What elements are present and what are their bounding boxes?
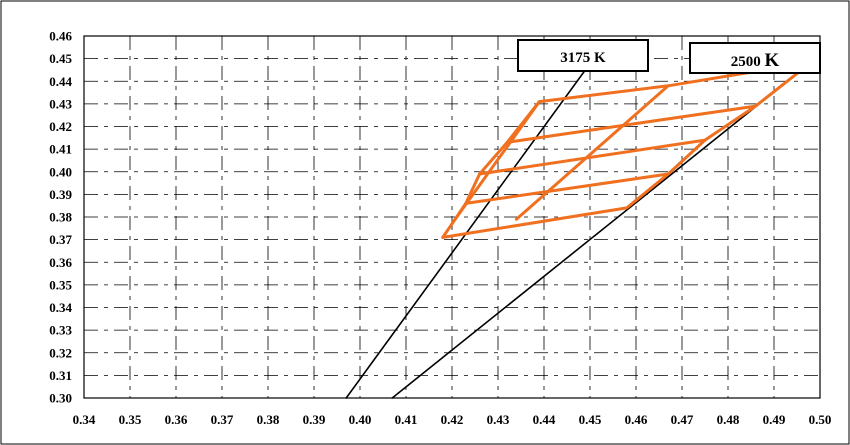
x-tick-label: 0.40	[349, 412, 372, 427]
x-tick-label: 0.34	[73, 412, 96, 427]
label-3175k-box	[517, 39, 649, 72]
y-tick-label: 0.43	[49, 96, 72, 111]
y-tick-label: 0.35	[49, 277, 72, 292]
y-tick-label: 0.46	[49, 29, 72, 44]
label-2500k-unit: K	[764, 50, 779, 71]
label-2500k-box	[689, 42, 821, 74]
x-tick-label: 0.42	[441, 412, 464, 427]
x-tick-label: 0.43	[487, 412, 510, 427]
x-tick-label: 0.46	[625, 412, 648, 427]
y-tick-label: 0.30	[49, 391, 72, 406]
label-2500k-number: 2500	[731, 54, 761, 70]
x-axis-ticks: 0.34 0.35 0.36 0.37 0.38 0.39 0.40 0.41 0.42 0.43…	[73, 412, 832, 427]
plot-area-border	[83, 35, 821, 399]
x-tick-label: 0.48	[717, 412, 740, 427]
x-tick-label: 0.38	[257, 412, 280, 427]
orange-line-5	[464, 172, 670, 205]
y-tick-label: 0.36	[49, 255, 72, 270]
orange-line-6	[478, 138, 707, 176]
x-tick-label: 0.50	[809, 412, 832, 427]
orange-line-8	[514, 84, 670, 221]
y-tick-label: 0.45	[49, 51, 72, 66]
label-3175k-number: 3175	[560, 50, 590, 66]
x-tick-label: 0.36	[165, 412, 188, 427]
y-tick-label: 0.40	[49, 164, 72, 179]
x-tick-label: 0.39	[303, 412, 326, 427]
series-group	[345, 68, 804, 399]
x-tick-label: 0.45	[579, 412, 602, 427]
grid	[84, 36, 820, 398]
x-tick-label: 0.37	[211, 412, 234, 427]
x-tick-label: 0.35	[119, 412, 142, 427]
label-3175k-unit: K	[594, 50, 606, 66]
x-tick-label: 0.44	[533, 412, 556, 427]
x-tick-label: 0.49	[763, 412, 786, 427]
label-2500k-callout: 2500 K	[689, 42, 821, 74]
y-tick-label: 0.34	[49, 300, 72, 315]
orange-line-3	[441, 68, 804, 239]
y-tick-label: 0.37	[49, 232, 72, 247]
label-3175k-text: 3175 K	[560, 50, 606, 66]
x-tick-label: 0.47	[671, 412, 694, 427]
y-tick-label: 0.39	[49, 187, 72, 202]
y-tick-label: 0.32	[49, 345, 72, 360]
y-tick-label: 0.33	[49, 323, 72, 338]
y-tick-label: 0.41	[49, 142, 72, 157]
orange-line-7	[505, 104, 758, 144]
label-2500k-text: 2500 K	[731, 50, 780, 71]
x-tick-label: 0.41	[395, 412, 418, 427]
boundary-line-1	[391, 69, 803, 399]
y-tick-label: 0.44	[49, 74, 72, 89]
y-tick-label: 0.38	[49, 210, 72, 225]
y-tick-label: 0.42	[49, 119, 72, 134]
y-tick-label: 0.31	[49, 368, 72, 383]
y-axis-ticks: 0.46 0.45 0.44 0.43 0.42 0.41 0.40 0.39 0.38 0.37…	[49, 29, 72, 406]
label-3175k-callout: 3175 K	[517, 39, 649, 72]
